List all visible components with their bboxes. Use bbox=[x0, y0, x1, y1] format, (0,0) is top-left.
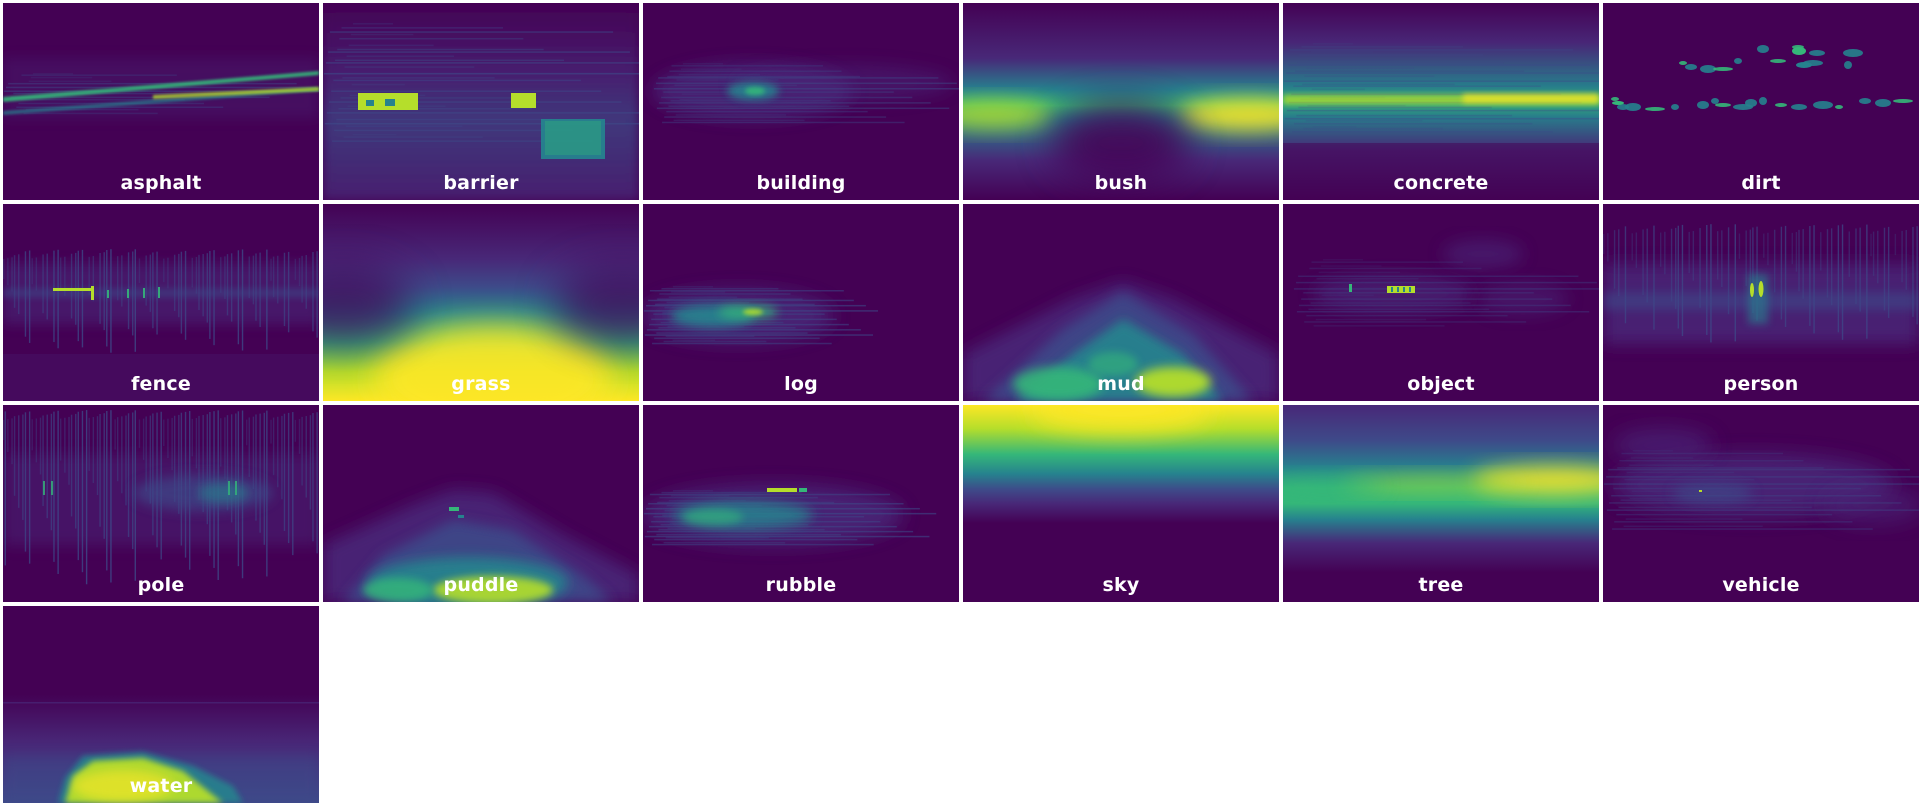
heatmap-image-barrier bbox=[323, 3, 639, 200]
tile-label-bush: bush bbox=[1094, 172, 1148, 194]
heatmap-image-fence bbox=[3, 204, 319, 401]
tile-label-asphalt: asphalt bbox=[120, 172, 202, 194]
heatmap-image-asphalt bbox=[3, 3, 319, 200]
heatmap-tile-fence: fence bbox=[3, 204, 319, 401]
heatmap-tile-asphalt: asphalt bbox=[3, 3, 319, 200]
heatmap-tile-object: object bbox=[1283, 204, 1599, 401]
heatmap-image-dirt bbox=[1603, 3, 1919, 200]
tile-label-sky: sky bbox=[1102, 574, 1140, 596]
heatmap-tile-dirt: dirt bbox=[1603, 3, 1919, 200]
heatmap-tile-pole: pole bbox=[3, 405, 319, 602]
tile-label-vehicle: vehicle bbox=[1722, 574, 1800, 596]
heatmap-tile-bush: bush bbox=[963, 3, 1279, 200]
tile-label-barrier: barrier bbox=[443, 172, 519, 194]
tile-label-person: person bbox=[1723, 373, 1799, 395]
heatmap-tile-water: water bbox=[3, 606, 319, 803]
heatmap-image-mud bbox=[963, 204, 1279, 401]
tile-label-mud: mud bbox=[1097, 373, 1145, 395]
heatmap-image-tree bbox=[1283, 405, 1599, 602]
heatmap-image-water bbox=[3, 606, 319, 803]
heatmap-tile-person: person bbox=[1603, 204, 1919, 401]
heatmap-image-pole bbox=[3, 405, 319, 602]
heatmap-tile-tree: tree bbox=[1283, 405, 1599, 602]
heatmap-image-puddle bbox=[323, 405, 639, 602]
tile-label-water: water bbox=[129, 775, 193, 797]
heatmap-image-sky bbox=[963, 405, 1279, 602]
heatmap-tile-puddle: puddle bbox=[323, 405, 639, 602]
heatmap-image-bush bbox=[963, 3, 1279, 200]
heatmap-tile-rubble: rubble bbox=[643, 405, 959, 602]
heatmap-image-log bbox=[643, 204, 959, 401]
tile-label-tree: tree bbox=[1418, 574, 1464, 596]
tile-label-object: object bbox=[1407, 373, 1475, 395]
heatmap-tile-log: log bbox=[643, 204, 959, 401]
heatmap-image-vehicle bbox=[1603, 405, 1919, 602]
tile-label-building: building bbox=[756, 172, 846, 194]
heatmap-tile-building: building bbox=[643, 3, 959, 200]
tile-label-dirt: dirt bbox=[1741, 172, 1781, 194]
heatmap-image-building bbox=[643, 3, 959, 200]
tile-label-concrete: concrete bbox=[1393, 172, 1489, 194]
tile-label-fence: fence bbox=[131, 373, 191, 395]
heatmap-tile-vehicle: vehicle bbox=[1603, 405, 1919, 602]
heatmap-image-rubble bbox=[643, 405, 959, 602]
heatmap-tile-sky: sky bbox=[963, 405, 1279, 602]
heatmap-tile-grass: grass bbox=[323, 204, 639, 401]
heatmap-image-grass bbox=[323, 204, 639, 401]
heatmap-image-person bbox=[1603, 204, 1919, 401]
heatmap-tile-mud: mud bbox=[963, 204, 1279, 401]
heatmap-tile-barrier: barrier bbox=[323, 3, 639, 200]
tile-label-grass: grass bbox=[451, 373, 511, 395]
tile-label-puddle: puddle bbox=[443, 574, 519, 596]
heatmap-tile-concrete: concrete bbox=[1283, 3, 1599, 200]
heatmap-image-concrete bbox=[1283, 3, 1599, 200]
tile-label-rubble: rubble bbox=[765, 574, 837, 596]
tile-label-log: log bbox=[784, 373, 818, 395]
tile-label-pole: pole bbox=[137, 574, 185, 596]
heatmap-image-object bbox=[1283, 204, 1599, 401]
